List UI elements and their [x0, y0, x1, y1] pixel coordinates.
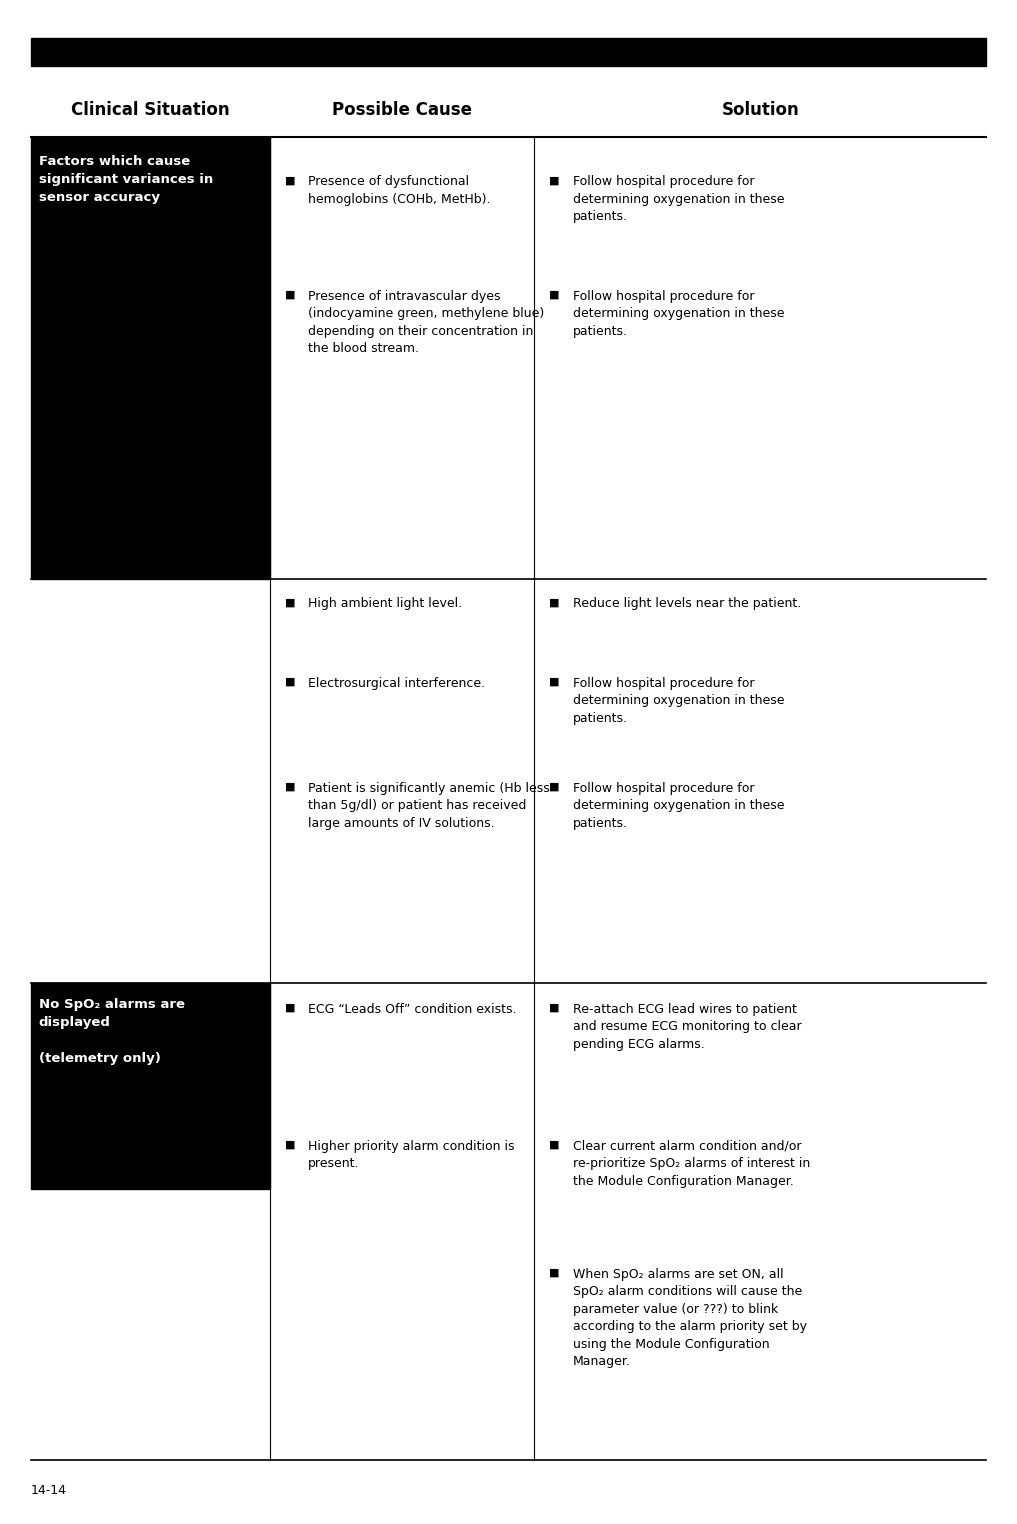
Text: ■: ■	[549, 175, 559, 186]
Text: ■: ■	[549, 1003, 559, 1013]
Text: ■: ■	[549, 677, 559, 687]
Bar	[31, 983, 270, 1189]
Text: ECG “Leads Off” condition exists.: ECG “Leads Off” condition exists.	[308, 1003, 517, 1017]
Text: Re-attach ECG lead wires to patient
and resume ECG monitoring to clear
pending E: Re-attach ECG lead wires to patient and …	[573, 1003, 801, 1050]
Text: Follow hospital procedure for
determining oxygenation in these
patients.: Follow hospital procedure for determinin…	[573, 290, 784, 337]
Text: ■: ■	[285, 175, 295, 186]
Text: ■: ■	[285, 1003, 295, 1013]
Text: ■: ■	[285, 290, 295, 300]
Text: ■: ■	[285, 782, 295, 792]
Text: When SpO₂ alarms are set ON, all
SpO₂ alarm conditions will cause the
parameter : When SpO₂ alarms are set ON, all SpO₂ al…	[573, 1268, 806, 1369]
Text: Follow hospital procedure for
determining oxygenation in these
patients.: Follow hospital procedure for determinin…	[573, 677, 784, 724]
Text: Electrosurgical interference.: Electrosurgical interference.	[308, 677, 485, 690]
Text: ■: ■	[285, 597, 295, 608]
Text: Solution: Solution	[721, 101, 799, 119]
Text: Possible Cause: Possible Cause	[332, 101, 472, 119]
Text: ■: ■	[549, 1268, 559, 1279]
Text: No SpO₂ alarms are
displayed

(telemetry only): No SpO₂ alarms are displayed (telemetry …	[39, 998, 185, 1065]
Bar	[31, 137, 270, 579]
Text: 14-14: 14-14	[31, 1484, 66, 1497]
Text: Patient is significantly anemic (Hb less
than 5g/dl) or patient has received
lar: Patient is significantly anemic (Hb less…	[308, 782, 550, 829]
Bar	[31, 38, 986, 66]
Text: ■: ■	[285, 1140, 295, 1151]
Text: Higher priority alarm condition is
present.: Higher priority alarm condition is prese…	[308, 1140, 515, 1170]
Text: ■: ■	[549, 782, 559, 792]
Text: Follow hospital procedure for
determining oxygenation in these
patients.: Follow hospital procedure for determinin…	[573, 782, 784, 829]
Text: Presence of dysfunctional
hemoglobins (COHb, MetHb).: Presence of dysfunctional hemoglobins (C…	[308, 175, 490, 206]
Text: Follow hospital procedure for
determining oxygenation in these
patients.: Follow hospital procedure for determinin…	[573, 175, 784, 223]
Text: ■: ■	[549, 1140, 559, 1151]
Text: Clinical Situation: Clinical Situation	[71, 101, 229, 119]
Text: ■: ■	[549, 597, 559, 608]
Text: Factors which cause
significant variances in
sensor accuracy: Factors which cause significant variance…	[39, 155, 213, 204]
Text: Presence of intravascular dyes
(indocyamine green, methylene blue)
depending on : Presence of intravascular dyes (indocyam…	[308, 290, 544, 355]
Text: Reduce light levels near the patient.: Reduce light levels near the patient.	[573, 597, 800, 611]
Text: ■: ■	[285, 677, 295, 687]
Text: Clear current alarm condition and/or
re-prioritize SpO₂ alarms of interest in
th: Clear current alarm condition and/or re-…	[573, 1140, 810, 1187]
Text: High ambient light level.: High ambient light level.	[308, 597, 463, 611]
Text: ■: ■	[549, 290, 559, 300]
